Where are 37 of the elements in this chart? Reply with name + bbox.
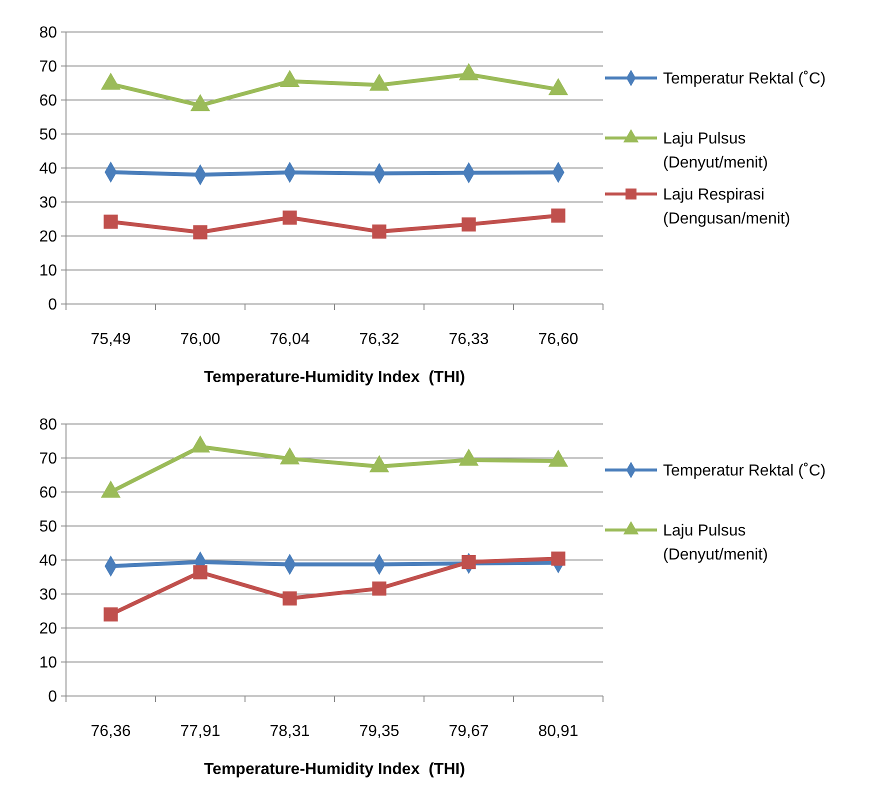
x-tick-label: 77,91 — [180, 723, 220, 740]
y-tick-label: 70 — [39, 450, 58, 468]
y-tick-label: 0 — [48, 688, 58, 706]
x-tick-label: 76,04 — [270, 331, 310, 348]
y-tick-label: 40 — [39, 552, 58, 570]
legend-label: Laju Pulsus (Denyut/menit) — [663, 522, 768, 564]
x-tick-label: 76,60 — [538, 331, 578, 348]
y-tick-label: 70 — [39, 58, 58, 76]
y-tick-label: 60 — [39, 92, 58, 110]
y-tick-label: 20 — [39, 228, 58, 246]
y-tick-label: 40 — [39, 160, 58, 178]
y-tick-label: 20 — [39, 620, 58, 638]
x-tick-label: 76,33 — [448, 331, 489, 348]
y-tick-label: 10 — [39, 262, 58, 280]
y-tick-label: 30 — [39, 194, 58, 212]
x-tick-label: 75,49 — [90, 331, 131, 348]
y-tick-label: 0 — [48, 296, 58, 314]
y-tick-label: 10 — [39, 654, 58, 672]
x-tick-label: 79,67 — [448, 723, 489, 740]
x-tick-label: 78,31 — [270, 723, 310, 740]
x-axis-title: Temperature-Humidity Index (THI) — [204, 761, 466, 778]
y-tick-label: 60 — [39, 484, 58, 502]
y-tick-label: 80 — [39, 24, 58, 42]
x-axis-title: Temperature-Humidity Index (THI) — [204, 369, 466, 386]
legend-label: Temperatur Rektal (˚C) — [663, 462, 826, 480]
x-tick-label: 80,91 — [538, 723, 578, 740]
x-tick-label: 76,36 — [90, 723, 131, 740]
y-tick-label: 50 — [39, 518, 58, 536]
x-tick-label: 76,00 — [180, 331, 220, 348]
legend-label: Laju Pulsus (Denyut/menit) — [663, 130, 768, 172]
x-tick-label: 76,32 — [359, 331, 400, 348]
legend-label: Temperatur Rektal (˚C) — [663, 70, 826, 88]
legend-label: Laju Respirasi (Dengusan/menit) — [663, 186, 790, 228]
x-tick-label: 79,35 — [359, 723, 400, 740]
y-tick-label: 50 — [39, 126, 58, 144]
y-tick-label: 80 — [39, 416, 58, 434]
y-tick-label: 30 — [39, 586, 58, 604]
